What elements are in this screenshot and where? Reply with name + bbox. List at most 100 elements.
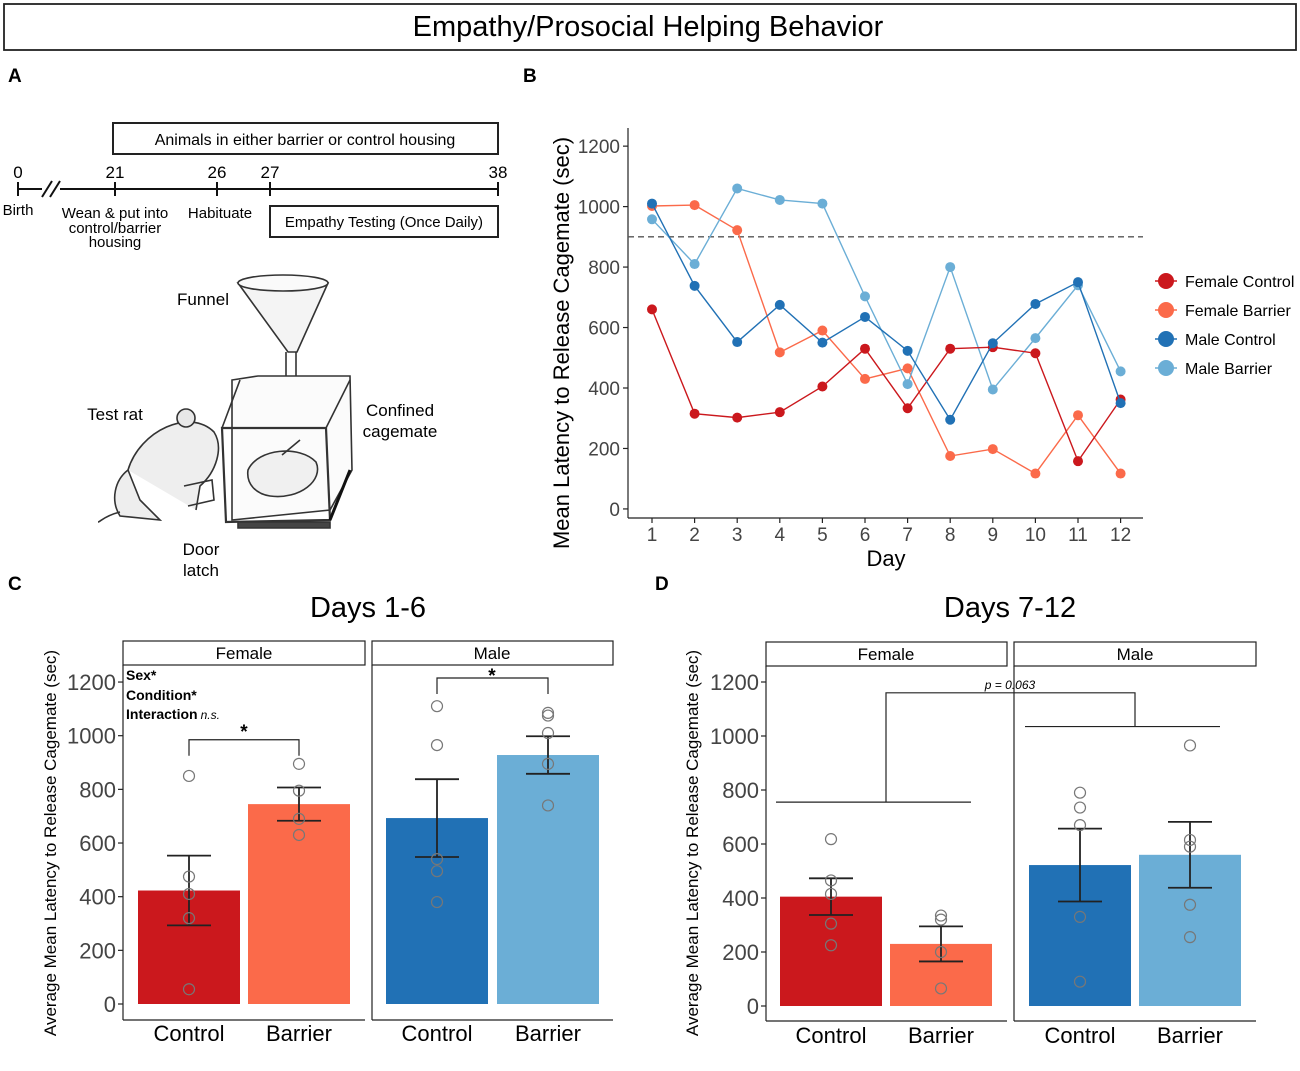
panel-c-ytick-label: 800	[79, 777, 116, 802]
panel-d-individual-point-male-barrier	[1183, 833, 1197, 847]
panel-c-individual-point-female-control	[182, 912, 196, 925]
panel-d-ytick-label: 600	[722, 832, 759, 857]
panel-c-individual-point-female-control	[182, 769, 196, 783]
legend-label-female-barrier: Female Barrier	[1185, 303, 1291, 320]
wean-caption-3: housing	[89, 234, 142, 251]
panel-d-individual-point-female-barrier	[934, 913, 948, 926]
panel-c-ylabel: Average Mean Latency to Release Cagemate…	[41, 650, 60, 1036]
panel-c-individual-point-female-barrier	[292, 812, 306, 825]
data-point-male-barrier	[647, 214, 657, 225]
panel-d-individual-point-female-control	[824, 887, 838, 901]
panel-d-individual-point-female-control	[824, 833, 838, 846]
panel-b-legend: Female Control Female Barrier Male Contr…	[1155, 273, 1294, 378]
apparatus-illustration	[97, 274, 353, 529]
data-point-female-barrier	[689, 200, 700, 211]
data-point-male-barrier	[945, 262, 956, 273]
panel-d-ytick-label: 800	[722, 778, 759, 803]
panel-a-label: A	[8, 66, 22, 87]
data-point-female-barrier	[1073, 410, 1083, 421]
data-point-female-control	[902, 403, 913, 414]
panel-c-xtick-female-barrier: Barrier	[266, 1021, 332, 1046]
panel-c-individual-point-male-barrier	[541, 799, 555, 812]
tick-label-38: 38	[489, 163, 508, 182]
panel-b-xtick-label: 10	[1025, 525, 1046, 546]
data-point-male-control	[732, 337, 743, 348]
panel-d-ytick-label: 1200	[710, 670, 759, 695]
panel-c-ytick-label: 1200	[67, 670, 116, 695]
testing-box-label: Empathy Testing (Once Daily)	[285, 214, 483, 231]
panel-c-individual-point-male-barrier	[541, 709, 555, 722]
panel-d-individual-point-female-barrier	[934, 909, 948, 922]
panel-c-strip-female: Female	[216, 644, 273, 663]
panel-d-label: D	[655, 574, 669, 595]
panel-d-strip-box-male	[1013, 641, 1257, 667]
data-point-male-barrier	[732, 183, 743, 194]
data-point-female-barrier	[817, 325, 828, 336]
panel-c-individual-point-female-barrier	[292, 757, 306, 770]
data-point-male-control	[774, 299, 785, 310]
panel-b-ytick-label: 400	[588, 379, 620, 400]
panel-d-xtick-male-barrier: Barrier	[1157, 1023, 1223, 1048]
panel-c-sig-bracket-female	[188, 739, 300, 756]
panel-b-ytick-label: 0	[609, 500, 620, 521]
tick-label-0: 0	[13, 163, 22, 182]
panel-c-individual-point-female-barrier	[292, 828, 306, 842]
panel-d-individual-point-female-barrier	[934, 945, 948, 959]
data-point-male-control	[1073, 277, 1083, 288]
panel-b-xtick-label: 7	[902, 525, 913, 546]
panel-d-xtick-female-barrier: Barrier	[908, 1023, 974, 1048]
confined-label-1: Confined	[366, 401, 434, 420]
housing-box-label: Animals in either barrier or control hou…	[155, 132, 456, 149]
panel-d-ytick-label: 400	[722, 886, 759, 911]
panel-c-individual-point-male-barrier	[541, 757, 555, 770]
door-label-1: Door	[183, 540, 220, 559]
series-line-male-barrier	[651, 187, 1122, 391]
data-point-female-control	[774, 407, 785, 418]
data-point-female-barrier	[902, 363, 913, 374]
panel-d-individual-point-male-control	[1073, 910, 1087, 924]
banner-box	[3, 3, 1297, 51]
stats-sex: Sex*	[126, 667, 157, 683]
legend-label-male-barrier: Male Barrier	[1185, 361, 1273, 378]
tick-label-21: 21	[106, 163, 125, 182]
birth-caption: Birth	[3, 202, 34, 219]
legend-key-dot-female-control	[1158, 273, 1174, 289]
data-point-male-barrier	[1030, 333, 1041, 344]
panel-b-xtick-label: 12	[1110, 525, 1131, 546]
panel-c-xtick-female-control: Control	[154, 1021, 225, 1046]
data-point-male-control	[1030, 298, 1041, 309]
panel-b-xtick-label: 1	[647, 525, 658, 546]
panel-b-xtick-label: 3	[732, 525, 743, 546]
data-point-male-barrier	[860, 291, 870, 302]
panel-b-label: B	[523, 66, 537, 87]
data-point-female-control	[860, 343, 870, 354]
panel-d-ylabel: Average Mean Latency to Release Cagemate…	[683, 650, 702, 1036]
panel-d-individual-point-female-control	[824, 939, 838, 952]
panel-d-individual-point-female-barrier	[934, 982, 948, 995]
panel-d-strip-male: Male	[1117, 645, 1154, 664]
panel-c-title: Days 1-6	[310, 592, 426, 624]
series-line-female-control	[651, 309, 1122, 463]
panel-c-xtick-male-barrier: Barrier	[515, 1021, 581, 1046]
data-point-male-control	[1115, 398, 1126, 409]
data-point-male-control	[860, 311, 870, 322]
panel-d-strip-box-female	[765, 641, 1008, 667]
panel-c-sig-male: *	[488, 666, 496, 687]
door-label-2: latch	[183, 561, 219, 580]
panel-b-xtick-label: 5	[817, 525, 828, 546]
funnel-shape	[236, 282, 330, 353]
panel-d-xtick-female-control: Control	[796, 1023, 867, 1048]
data-point-female-control	[732, 412, 743, 423]
data-point-male-barrier	[817, 198, 828, 209]
panel-b-xtick-label: 4	[775, 525, 786, 546]
panel-d-individual-point-male-control	[1073, 786, 1087, 799]
panel-d-individual-point-male-control	[1073, 818, 1087, 832]
panel-c: C Days 1-6 Average Mean Latency to Relea…	[8, 574, 614, 1046]
legend-key-dot-female-barrier	[1158, 302, 1174, 318]
panel-c-bar-female-barrier	[248, 804, 350, 1004]
data-point-female-barrier	[860, 373, 870, 384]
panel-c-ytick-label: 400	[79, 885, 116, 910]
panel-b-ytick-label: 800	[588, 258, 620, 279]
data-point-female-control	[945, 343, 956, 354]
stats-condition: Condition*	[126, 687, 197, 703]
